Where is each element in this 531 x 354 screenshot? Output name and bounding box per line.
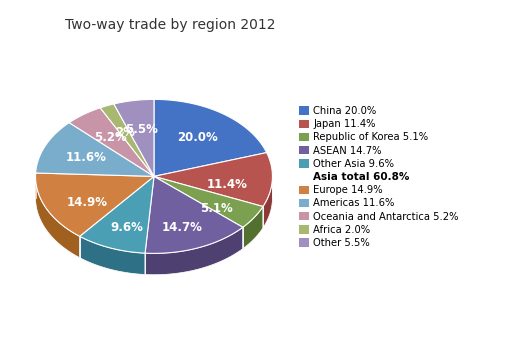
PathPatch shape <box>36 122 154 176</box>
PathPatch shape <box>154 176 263 227</box>
PathPatch shape <box>154 99 267 176</box>
PathPatch shape <box>145 176 243 253</box>
Text: 14.7%: 14.7% <box>161 221 202 234</box>
Text: 20.0%: 20.0% <box>177 131 218 144</box>
PathPatch shape <box>154 153 272 206</box>
Text: 11.6%: 11.6% <box>66 151 107 164</box>
Text: 5.1%: 5.1% <box>200 202 233 215</box>
Polygon shape <box>243 206 263 249</box>
Text: 5.5%: 5.5% <box>125 123 158 136</box>
PathPatch shape <box>36 173 154 236</box>
Polygon shape <box>145 227 243 275</box>
Text: 14.9%: 14.9% <box>66 196 108 209</box>
Polygon shape <box>80 236 145 274</box>
Polygon shape <box>36 177 80 258</box>
Text: 11.4%: 11.4% <box>207 178 248 192</box>
Polygon shape <box>263 177 272 228</box>
PathPatch shape <box>69 108 154 176</box>
Text: 5.2%: 5.2% <box>94 131 127 144</box>
PathPatch shape <box>100 104 154 176</box>
Text: 2%: 2% <box>115 126 135 139</box>
PathPatch shape <box>114 99 154 176</box>
Legend: China 20.0%, Japan 11.4%, Republic of Korea 5.1%, ASEAN 14.7%, Other Asia 9.6%, : China 20.0%, Japan 11.4%, Republic of Ko… <box>296 103 462 251</box>
Text: Two-way trade by region 2012: Two-way trade by region 2012 <box>65 18 275 32</box>
PathPatch shape <box>80 176 154 253</box>
Text: 9.6%: 9.6% <box>110 221 143 234</box>
